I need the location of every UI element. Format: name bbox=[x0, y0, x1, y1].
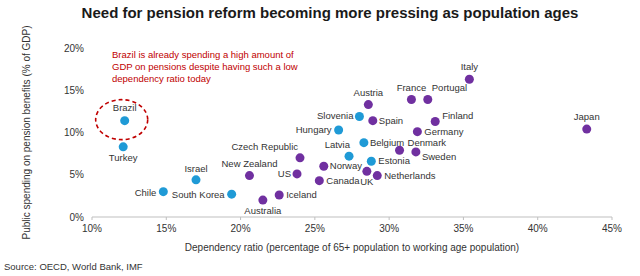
point-label: Finland bbox=[442, 110, 473, 121]
annotation-ellipse bbox=[96, 100, 148, 140]
x-tick bbox=[314, 217, 315, 220]
point bbox=[245, 171, 254, 180]
y-tick bbox=[89, 174, 92, 175]
point bbox=[423, 95, 432, 104]
point-label: Israel bbox=[184, 163, 207, 174]
x-axis-label: Dependency ratio (percentage of 65+ popu… bbox=[185, 242, 519, 253]
x-tick bbox=[612, 217, 613, 220]
x-tick-label: 35% bbox=[453, 223, 473, 234]
point bbox=[159, 187, 168, 196]
point bbox=[345, 152, 354, 161]
title: Need for pension reform becoming more pr… bbox=[82, 4, 579, 21]
point-label: Japan bbox=[574, 111, 600, 122]
y-tick-label: 15% bbox=[64, 85, 84, 96]
point-label: Norway bbox=[330, 160, 362, 171]
x-tick-label: 40% bbox=[528, 223, 548, 234]
point bbox=[582, 125, 591, 134]
point bbox=[227, 190, 236, 199]
point bbox=[293, 169, 302, 178]
point-label: Chile bbox=[135, 187, 157, 198]
point-label: Portugal bbox=[432, 82, 467, 93]
y-tick-label: 5% bbox=[70, 169, 85, 180]
point-label: Denmark bbox=[408, 137, 447, 148]
point-label: Belgium bbox=[370, 137, 404, 148]
point-label: Canada bbox=[326, 175, 360, 186]
source: Source: OECD, World Bank, IMF bbox=[4, 261, 143, 272]
point bbox=[373, 171, 382, 180]
point bbox=[413, 127, 422, 136]
point-label: Sweden bbox=[422, 151, 456, 162]
x-tick-label: 15% bbox=[156, 223, 176, 234]
point bbox=[368, 116, 377, 125]
point-label: Hungary bbox=[296, 124, 332, 135]
point bbox=[120, 116, 129, 125]
point bbox=[411, 147, 420, 156]
x-tick-label: 10% bbox=[82, 223, 102, 234]
x-tick bbox=[389, 217, 390, 220]
point bbox=[119, 142, 128, 151]
x-tick bbox=[166, 217, 167, 220]
point-label: Czech Republic bbox=[231, 141, 298, 152]
annotation: dependency ratio today bbox=[112, 73, 211, 84]
point-label: Estonia bbox=[378, 155, 410, 166]
points bbox=[119, 75, 592, 205]
x-axis-line bbox=[92, 217, 612, 218]
x-tick-label: 20% bbox=[231, 223, 251, 234]
point-label: South Korea bbox=[172, 189, 226, 200]
point bbox=[355, 112, 364, 121]
annotation: Brazil is already spending a high amount… bbox=[112, 49, 294, 60]
point bbox=[296, 153, 305, 162]
x-tick-label: 45% bbox=[602, 223, 622, 234]
point bbox=[319, 162, 328, 171]
point bbox=[192, 175, 201, 184]
point-label: Australia bbox=[244, 205, 282, 216]
point-label: Spain bbox=[379, 115, 403, 126]
point-label: New Zealand bbox=[221, 158, 277, 169]
x-tick-label: 30% bbox=[379, 223, 399, 234]
chart: Need for pension reform becoming more pr… bbox=[0, 0, 640, 276]
x-tick bbox=[463, 217, 464, 220]
point bbox=[407, 95, 416, 104]
point-label: Turkey bbox=[109, 152, 138, 163]
y-axis-label: Public spending on pension benefits (% o… bbox=[21, 25, 32, 239]
point-label: UK bbox=[360, 176, 374, 187]
point-label: Netherlands bbox=[384, 170, 435, 181]
point bbox=[364, 100, 373, 109]
y-tick-label: 0% bbox=[70, 212, 85, 223]
annotation: GDP on pensions despite having such a lo… bbox=[112, 61, 298, 72]
x-tick bbox=[537, 217, 538, 220]
point-label: Austria bbox=[354, 87, 384, 98]
point bbox=[362, 167, 371, 176]
background bbox=[0, 0, 640, 276]
point bbox=[367, 157, 376, 166]
x-tick bbox=[240, 217, 241, 220]
y-tick bbox=[89, 90, 92, 91]
point bbox=[258, 196, 267, 205]
x-tick-label: 25% bbox=[305, 223, 325, 234]
point-label: Brazil bbox=[113, 102, 137, 113]
y-tick-label: 20% bbox=[64, 43, 84, 54]
point bbox=[359, 138, 368, 147]
point-label: Slovenia bbox=[317, 110, 354, 121]
point-label: France bbox=[397, 82, 427, 93]
y-tick bbox=[89, 132, 92, 133]
point-label: Latvia bbox=[325, 139, 351, 150]
y-tick bbox=[89, 48, 92, 49]
point-label: Iceland bbox=[286, 189, 317, 200]
point-label: US bbox=[278, 168, 291, 179]
point bbox=[315, 176, 324, 185]
y-tick-label: 10% bbox=[64, 127, 84, 138]
point-label: Italy bbox=[461, 61, 479, 72]
point-label: Germany bbox=[424, 126, 463, 137]
point bbox=[275, 191, 284, 200]
x-tick bbox=[92, 217, 93, 220]
point bbox=[334, 125, 343, 134]
